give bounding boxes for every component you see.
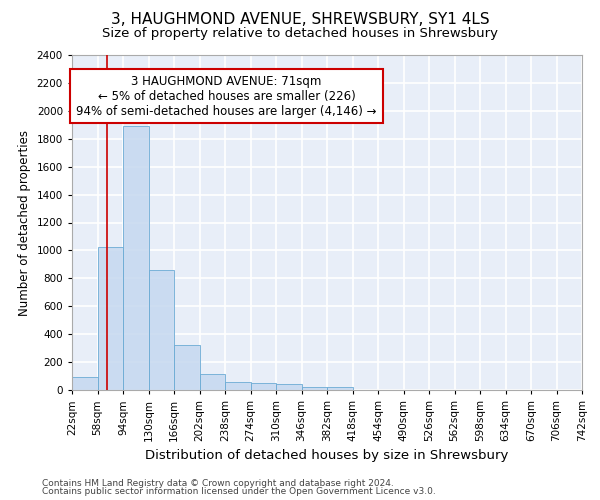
Y-axis label: Number of detached properties: Number of detached properties	[18, 130, 31, 316]
Bar	[225, 382, 251, 390]
Text: 3 HAUGHMOND AVENUE: 71sqm
← 5% of detached houses are smaller (226)
94% of semi-: 3 HAUGHMOND AVENUE: 71sqm ← 5% of detach…	[76, 74, 377, 118]
Bar	[199, 374, 225, 390]
Text: Contains HM Land Registry data © Crown copyright and database right 2024.: Contains HM Land Registry data © Crown c…	[42, 478, 394, 488]
Text: Contains public sector information licensed under the Open Government Licence v3: Contains public sector information licen…	[42, 487, 436, 496]
Bar	[149, 270, 174, 390]
Bar	[327, 387, 353, 390]
Text: 3, HAUGHMOND AVENUE, SHREWSBURY, SY1 4LS: 3, HAUGHMOND AVENUE, SHREWSBURY, SY1 4LS	[110, 12, 490, 28]
Bar	[123, 126, 149, 390]
Text: Size of property relative to detached houses in Shrewsbury: Size of property relative to detached ho…	[102, 28, 498, 40]
X-axis label: Distribution of detached houses by size in Shrewsbury: Distribution of detached houses by size …	[145, 450, 509, 462]
Bar	[174, 346, 199, 390]
Bar	[97, 247, 123, 390]
Bar	[72, 378, 97, 390]
Bar	[251, 383, 276, 390]
Bar	[302, 386, 327, 390]
Bar	[276, 384, 302, 390]
